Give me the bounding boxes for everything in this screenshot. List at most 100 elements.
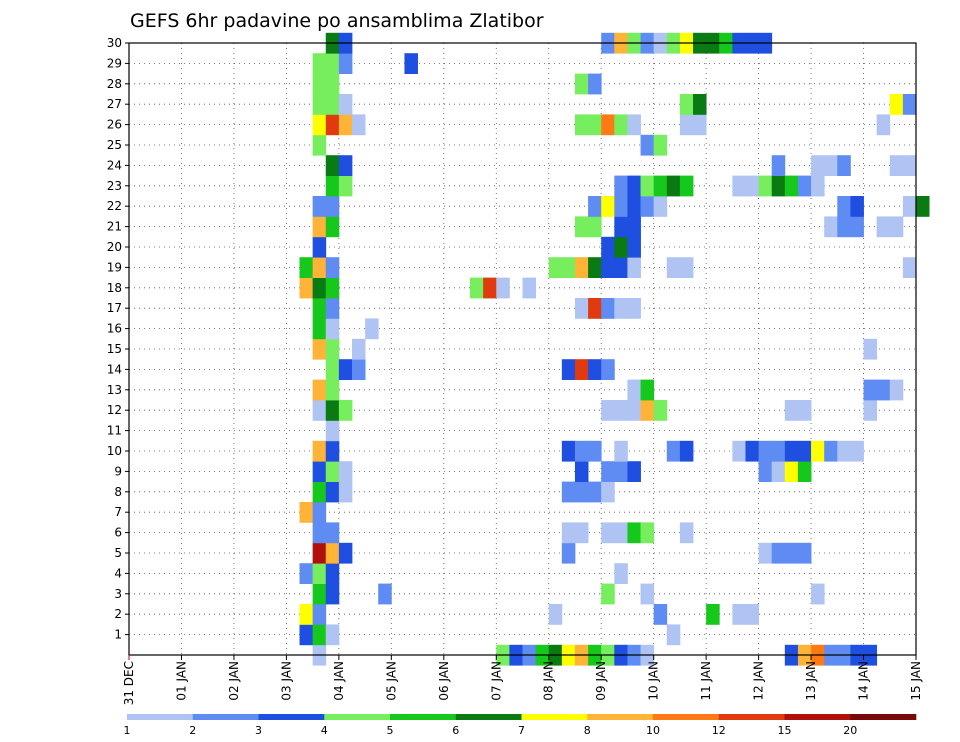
data-cell bbox=[797, 440, 812, 462]
data-cell bbox=[679, 257, 694, 278]
y-tick-label: 17 bbox=[107, 301, 122, 315]
x-tick-label: 11 JAN bbox=[699, 661, 713, 701]
data-cell bbox=[588, 298, 602, 319]
data-cell bbox=[312, 583, 327, 605]
data-cell bbox=[837, 440, 851, 462]
data-cell bbox=[784, 400, 799, 421]
data-cell bbox=[338, 461, 353, 482]
x-tick-label: 07 JAN bbox=[489, 661, 503, 701]
data-cell bbox=[627, 175, 641, 197]
data-cell bbox=[627, 298, 641, 319]
data-cell bbox=[351, 359, 366, 380]
data-cell bbox=[325, 481, 340, 503]
data-cell bbox=[574, 522, 589, 544]
x-tick-label: 03 JAN bbox=[279, 661, 293, 701]
data-cell bbox=[797, 400, 812, 421]
data-cell bbox=[627, 114, 641, 136]
data-cell bbox=[732, 440, 746, 462]
data-cell bbox=[850, 216, 864, 238]
colorbar-swatch bbox=[390, 714, 457, 720]
data-cell bbox=[325, 583, 340, 605]
data-cell bbox=[588, 196, 602, 217]
data-cell bbox=[627, 196, 641, 217]
data-cell bbox=[574, 440, 589, 462]
data-cell bbox=[470, 277, 484, 299]
data-cell bbox=[614, 196, 628, 217]
data-cell bbox=[574, 298, 589, 319]
data-cell bbox=[601, 196, 615, 217]
data-cell bbox=[325, 216, 340, 238]
data-cell bbox=[325, 175, 340, 197]
data-cell bbox=[614, 563, 628, 584]
data-cell bbox=[824, 440, 838, 462]
colorbar-swatch bbox=[455, 714, 522, 720]
data-cell bbox=[824, 216, 838, 238]
y-tick-label: 26 bbox=[107, 118, 122, 132]
data-cell bbox=[325, 53, 340, 74]
y-tick-label: 16 bbox=[107, 322, 122, 336]
colorbar-label: 2 bbox=[189, 724, 196, 737]
data-cell bbox=[902, 196, 917, 217]
data-cell bbox=[325, 420, 340, 442]
colorbar-swatch bbox=[192, 714, 259, 720]
y-tick-label: 12 bbox=[107, 403, 122, 417]
data-cell bbox=[653, 175, 668, 197]
data-cell bbox=[325, 542, 340, 564]
data-cell bbox=[745, 440, 759, 462]
y-tick-label: 23 bbox=[107, 179, 122, 193]
data-cell bbox=[824, 155, 838, 176]
data-cell bbox=[312, 134, 327, 156]
data-cell bbox=[299, 604, 314, 625]
y-tick-label: 14 bbox=[107, 362, 122, 376]
data-cell bbox=[548, 257, 563, 278]
data-cell bbox=[614, 236, 628, 258]
x-tick-label: 02 JAN bbox=[227, 661, 241, 701]
data-cell bbox=[312, 53, 327, 74]
data-cell bbox=[771, 175, 786, 197]
data-cell bbox=[876, 114, 891, 136]
data-cell bbox=[312, 73, 327, 95]
data-cell bbox=[588, 114, 602, 136]
y-tick-label: 24 bbox=[107, 158, 122, 172]
data-cell bbox=[365, 318, 379, 340]
data-cell bbox=[902, 257, 917, 278]
y-tick-label: 1 bbox=[114, 628, 122, 642]
data-cell bbox=[679, 114, 694, 136]
x-tick-label: 31 DEC bbox=[122, 661, 136, 705]
data-cell bbox=[640, 134, 655, 156]
data-cell bbox=[312, 318, 327, 340]
data-cell bbox=[679, 94, 694, 115]
data-cell bbox=[574, 114, 589, 136]
y-tick-label: 7 bbox=[114, 505, 122, 519]
data-cell bbox=[312, 236, 327, 258]
data-cell bbox=[601, 236, 615, 258]
y-tick-label: 13 bbox=[107, 383, 122, 397]
data-cell bbox=[640, 583, 655, 605]
data-cell bbox=[614, 114, 628, 136]
colorbar-swatch bbox=[784, 714, 851, 720]
data-cell bbox=[679, 440, 694, 462]
y-tick-label: 21 bbox=[107, 220, 122, 234]
x-tick-label: 05 JAN bbox=[384, 661, 398, 701]
data-cell bbox=[574, 257, 589, 278]
data-cell bbox=[601, 583, 615, 605]
colorbar-label: 3 bbox=[255, 724, 262, 737]
data-cell bbox=[325, 318, 340, 340]
data-cell bbox=[325, 379, 340, 401]
data-cell bbox=[916, 196, 930, 217]
data-cell bbox=[404, 53, 418, 74]
data-cell bbox=[614, 298, 628, 319]
data-cell bbox=[653, 196, 668, 217]
data-cell bbox=[299, 257, 314, 278]
colorbar-swatch bbox=[258, 714, 325, 720]
data-cell bbox=[758, 175, 773, 197]
data-cell bbox=[325, 440, 340, 462]
x-axis: 31 DEC 01 JAN 02 JAN 03 JAN 04 JAN 05 JAN 06 J… bbox=[122, 655, 923, 705]
colorbar-label: 7 bbox=[518, 724, 525, 737]
data-cell bbox=[889, 94, 904, 115]
data-cell bbox=[338, 481, 353, 503]
data-cell bbox=[627, 379, 641, 401]
colorbar-label: 5 bbox=[387, 724, 394, 737]
x-tick-label: 12 JAN bbox=[752, 661, 766, 701]
x-tick-label: 06 JAN bbox=[437, 661, 451, 701]
